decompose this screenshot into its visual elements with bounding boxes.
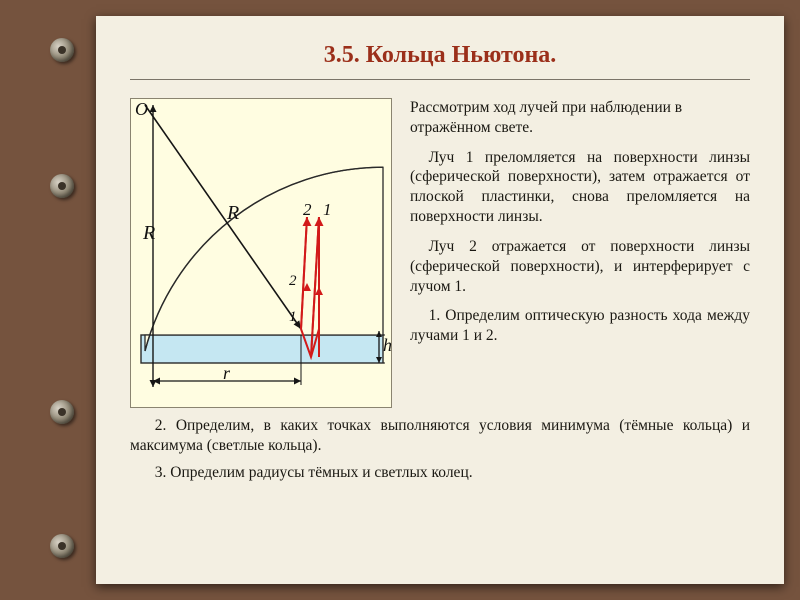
binder-hole <box>50 534 74 558</box>
svg-text:O: O <box>135 99 148 119</box>
paragraph: 3. Определим радиусы тёмных и светлых ко… <box>130 463 750 483</box>
top-row: ORR2121rh Рассмотрим ход лучей при наблю… <box>130 98 750 408</box>
svg-text:2: 2 <box>303 200 312 219</box>
svg-text:1: 1 <box>323 200 332 219</box>
svg-text:h: h <box>383 335 392 355</box>
paragraph: Рассмотрим ход лучей при наблюдении в от… <box>410 98 750 138</box>
right-text-column: Рассмотрим ход лучей при наблюдении в от… <box>410 98 750 408</box>
paragraph: 1. Определим оптическую разность хода ме… <box>410 306 750 346</box>
svg-text:R: R <box>226 202 239 224</box>
binder-hole <box>50 174 74 198</box>
binder-hole <box>50 38 74 62</box>
paragraph: 2. Определим, в каких точках выполняются… <box>130 416 750 457</box>
paragraph: Луч 1 преломляется на поверхности линзы … <box>410 148 750 227</box>
paragraph: Луч 2 отражается от поверхности линзы (с… <box>410 237 750 296</box>
svg-text:2: 2 <box>289 273 297 289</box>
svg-text:1: 1 <box>289 309 297 325</box>
slide-title: 3.5. Кольца Ньютона. <box>130 42 750 69</box>
newton-rings-diagram: ORR2121rh <box>130 98 392 408</box>
slide-card: 3.5. Кольца Ньютона. ORR2121rh Рассмотри… <box>96 16 784 584</box>
bottom-text-block: 2. Определим, в каких точках выполняются… <box>130 416 750 483</box>
binder-hole <box>50 400 74 424</box>
divider <box>130 79 750 80</box>
svg-text:r: r <box>223 363 231 383</box>
svg-text:R: R <box>142 222 155 244</box>
